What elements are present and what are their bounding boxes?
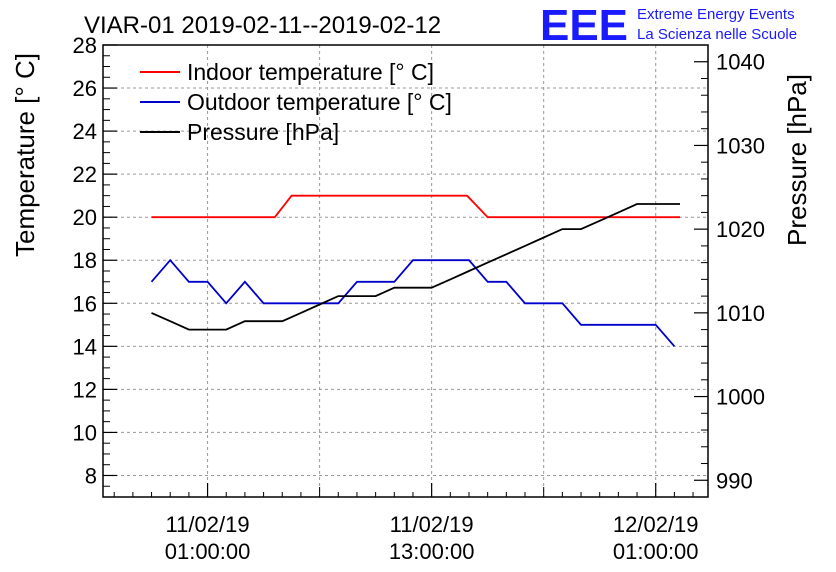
- y-tick-label: 10: [73, 420, 97, 445]
- logo-line2: La Scienza nelle Scuole: [637, 26, 797, 43]
- logo: EEE Extreme Energy Events La Scienza nel…: [540, 1, 797, 50]
- y-tick-label: 12: [73, 377, 97, 402]
- legend-label-2: Pressure [hPa]: [187, 119, 339, 145]
- x-tick-time: 01:00:00: [613, 539, 699, 564]
- y-tick-label: 22: [73, 162, 97, 187]
- y2-tick-label: 1030: [716, 133, 765, 158]
- series-line-1: [150, 258, 676, 347]
- y2-axis-title: Pressure [hPa]: [782, 74, 812, 246]
- y2-tick-label: 1040: [716, 50, 765, 75]
- y-tick-label: 26: [73, 76, 97, 101]
- legend-label-1: Outdoor temperature [° C]: [187, 89, 452, 115]
- logo-line1: Extreme Energy Events: [637, 6, 795, 23]
- y-tick-label: 16: [73, 291, 97, 316]
- y-tick-label: 28: [73, 33, 97, 58]
- y2-tick-label: 1000: [716, 385, 765, 410]
- legend: Indoor temperature [° C] Outdoor temperat…: [140, 59, 452, 145]
- series-layer: [150, 194, 680, 347]
- y-axis-title: Temperature [° C]: [10, 53, 40, 257]
- y-tick-label: 8: [85, 463, 97, 488]
- y2-tick-label: 990: [716, 468, 753, 493]
- series-line-2: [151, 203, 680, 331]
- logo-mark: EEE: [540, 1, 628, 50]
- x-tick-date: 11/02/19: [390, 512, 474, 537]
- y2-tick-label: 1010: [716, 301, 765, 326]
- x-tick-time: 13:00:00: [389, 539, 475, 564]
- chart-title: VIAR-01 2019-02-11--2019-02-12: [84, 12, 441, 39]
- y2-tick-label: 1020: [716, 217, 765, 242]
- y-tick-label: 14: [73, 334, 97, 359]
- y-tick-label: 20: [73, 205, 97, 230]
- series-line-0: [151, 194, 680, 219]
- y-tick-label: 18: [73, 248, 97, 273]
- x-tick-time: 01:00:00: [165, 539, 251, 564]
- x-tick-date: 12/02/19: [613, 512, 699, 537]
- axis-layer: 8 10 12 14 16 18 20 22 24 26 28 990 1000 1010 1020 1030…: [73, 33, 765, 564]
- legend-label-0: Indoor temperature [° C]: [187, 59, 434, 85]
- y-tick-label: 24: [73, 119, 97, 144]
- x-tick-date: 11/02/19: [166, 512, 250, 537]
